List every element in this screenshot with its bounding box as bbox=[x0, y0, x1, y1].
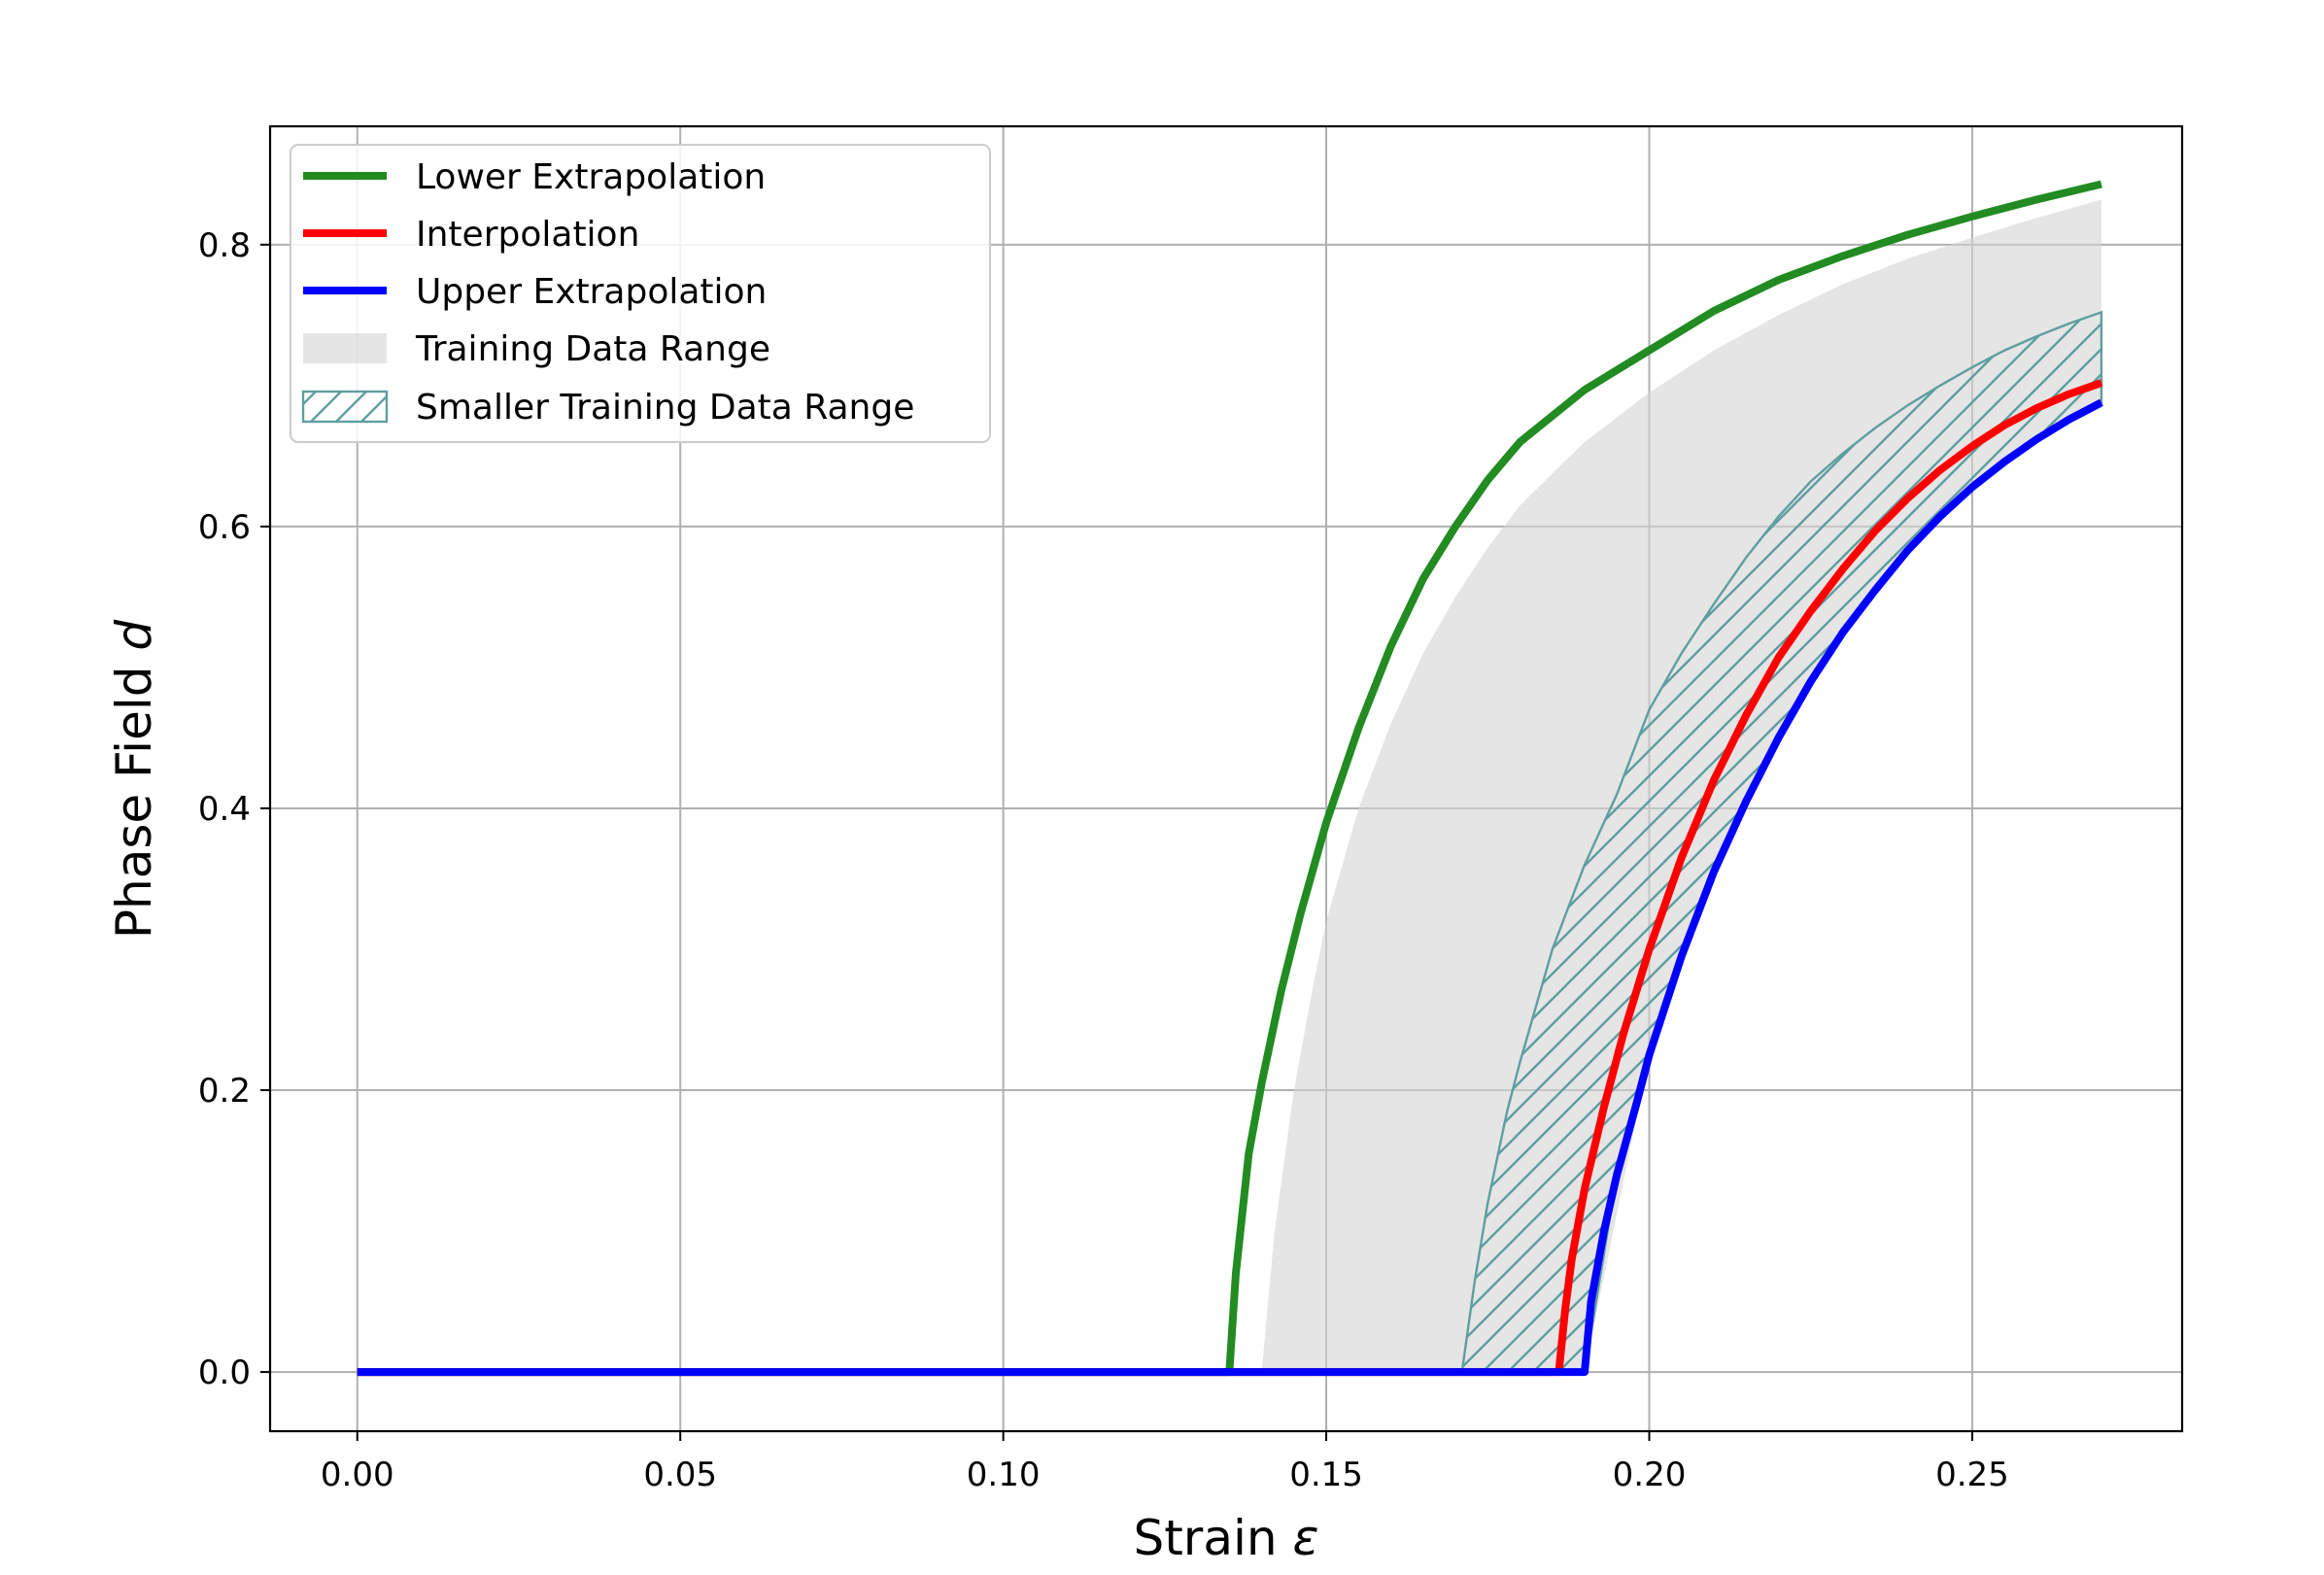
y-tick-label: 0.2 bbox=[198, 1072, 251, 1111]
x-axis-ticks: 0.00 0.05 0.10 0.15 0.20 0.25 bbox=[321, 1431, 2009, 1494]
line-layer bbox=[357, 180, 2103, 1377]
x-tick-label: 0.25 bbox=[1935, 1455, 2009, 1494]
y-tick-label: 0.6 bbox=[198, 508, 251, 547]
x-tick-label: 0.20 bbox=[1613, 1455, 1687, 1494]
y-axis-label: Phase Field d bbox=[106, 620, 162, 940]
y-axis-symbol: d bbox=[106, 620, 162, 651]
x-tick-label: 0.15 bbox=[1289, 1455, 1363, 1494]
x-axis-symbol: ε bbox=[1293, 1510, 1319, 1566]
legend-label-lower-extrapolation: Lower Extrapolation bbox=[416, 157, 766, 197]
x-axis-label: Strain ε bbox=[1133, 1510, 1318, 1566]
series-line-interpolation bbox=[357, 379, 2103, 1377]
series-line-upper-extrapolation bbox=[357, 398, 2103, 1377]
y-tick-label: 0.0 bbox=[198, 1353, 251, 1392]
legend-box bbox=[290, 144, 991, 443]
legend-label-training-data-range: Training Data Range bbox=[415, 329, 770, 369]
x-tick-label: 0.05 bbox=[643, 1455, 717, 1494]
legend-label-upper-extrapolation: Upper Extrapolation bbox=[416, 272, 767, 312]
x-tick-label: 0.10 bbox=[967, 1455, 1041, 1494]
legend-swatch-smaller-training-data-range bbox=[301, 390, 389, 424]
y-tick-label: 0.4 bbox=[198, 790, 251, 829]
series-line-lower-extrapolation bbox=[357, 180, 2102, 1377]
x-tick-label: 0.00 bbox=[321, 1455, 394, 1494]
legend-label-interpolation: Interpolation bbox=[416, 215, 639, 255]
y-tick-label: 0.8 bbox=[198, 226, 251, 265]
legend-label-smaller-training-data-range: Smaller Training Data Range bbox=[416, 388, 914, 428]
legend-swatch-training-data-range bbox=[303, 333, 387, 363]
y-axis-ticks: 0.0 0.2 0.4 0.6 0.8 bbox=[198, 226, 270, 1392]
legend: Lower Extrapolation Interpolation Upper … bbox=[290, 144, 991, 443]
plot-frame bbox=[268, 124, 2184, 1433]
